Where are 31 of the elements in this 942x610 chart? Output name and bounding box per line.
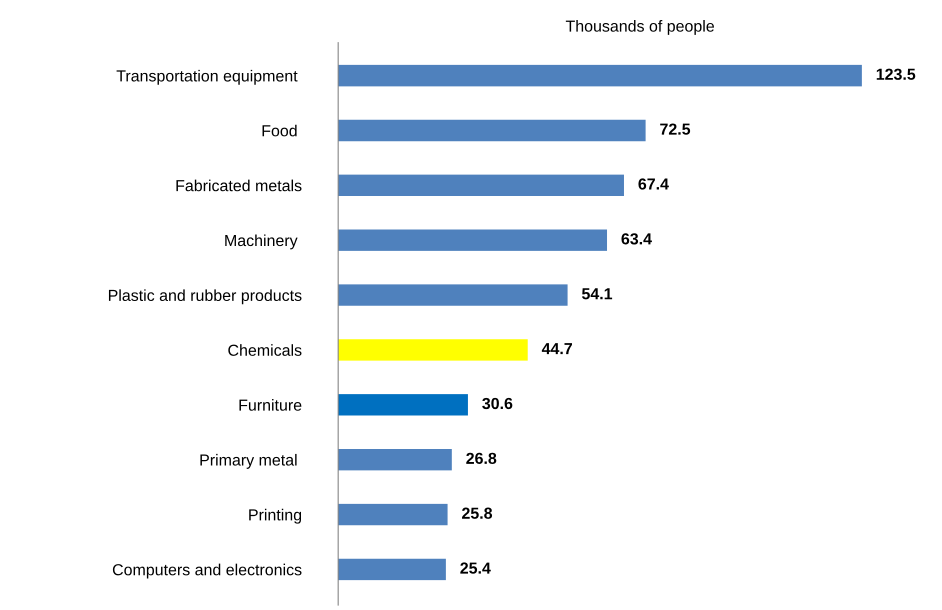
data-label: 44.7 (542, 343, 572, 354)
y-tick-label: Machinery (225, 234, 298, 250)
y-tick-label: Printing (249, 508, 302, 524)
y-tick-label: Chemicals (228, 344, 302, 356)
bar (338, 230, 608, 251)
bar (338, 339, 528, 361)
bar (338, 284, 568, 306)
data-label: 25.4 (460, 562, 491, 574)
y-tick-label: Computers and electronics (112, 564, 302, 579)
y-tick-label: Food (262, 124, 297, 136)
bar (338, 504, 448, 526)
bar (338, 394, 468, 416)
data-label: 30.6 (482, 398, 512, 410)
y-tick-label: Plastic and rubber products (108, 289, 302, 304)
y-tick-label: Transportation equipment (116, 70, 298, 85)
bar (338, 449, 452, 470)
y-tick-label: Furniture (239, 399, 302, 411)
data-label: 26.8 (466, 452, 496, 464)
y-tick-label: Primary metal (200, 454, 297, 469)
data-label: 25.8 (462, 508, 492, 519)
data-label: 67.4 (638, 178, 669, 190)
x-axis-title: Thousands of people (566, 20, 714, 35)
data-label: 123.5 (876, 68, 916, 80)
data-label: 72.5 (660, 123, 690, 135)
bar (338, 120, 646, 142)
data-label: 54.1 (582, 288, 612, 300)
data-label: 63.4 (621, 233, 652, 245)
bar (338, 558, 446, 580)
bar (338, 64, 862, 86)
bar (338, 174, 624, 196)
y-tick-label: Fabricated metals (176, 180, 302, 192)
